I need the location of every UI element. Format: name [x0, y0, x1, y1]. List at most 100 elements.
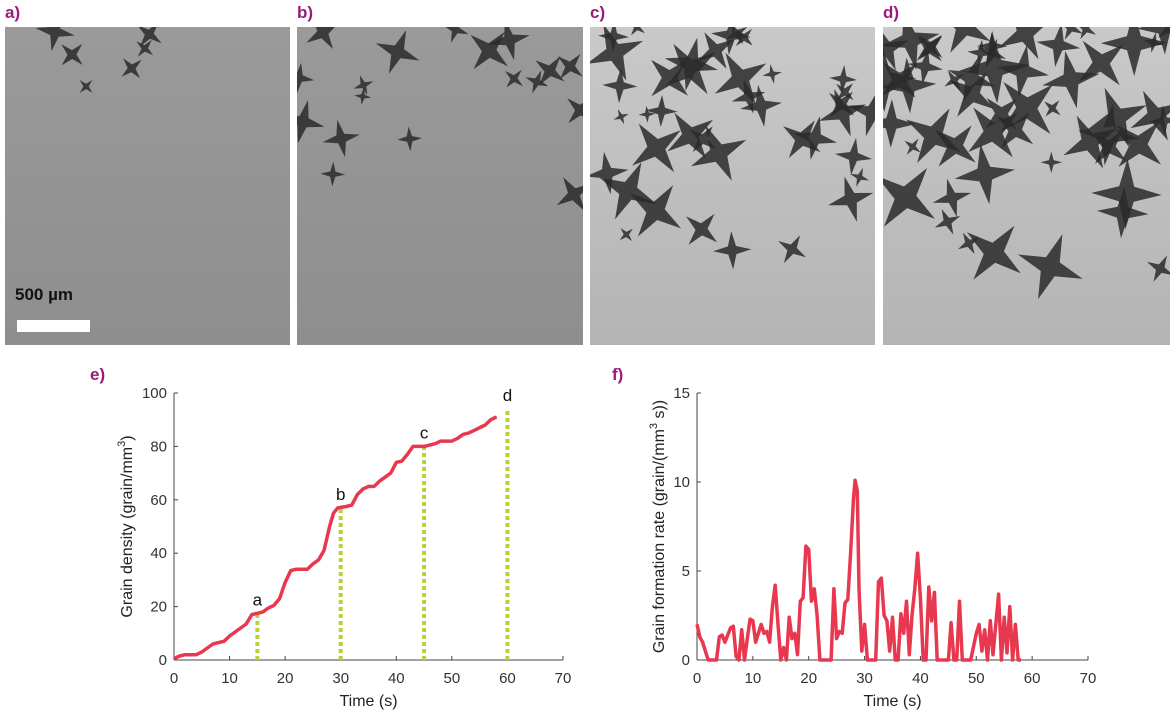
data-point	[877, 580, 880, 583]
dendrite-crystal	[599, 162, 657, 220]
data-point	[245, 623, 248, 625]
data-point	[824, 659, 827, 661]
dendrite-crystal	[1040, 151, 1063, 174]
data-point	[726, 634, 729, 636]
data-point	[869, 659, 871, 661]
data-point	[891, 616, 894, 619]
dendrite-crystal	[1087, 87, 1147, 148]
dendrite-crystal	[1097, 186, 1149, 239]
panel-label-c: c)	[590, 3, 606, 22]
data-point	[874, 659, 877, 661]
data-point	[838, 630, 841, 633]
data-point	[854, 479, 856, 482]
dendrite-crystal	[793, 116, 837, 160]
time-marker-label: b	[336, 485, 345, 504]
data-point	[955, 659, 958, 661]
data-point	[462, 433, 464, 436]
x-axis-label: Time (s)	[863, 693, 921, 710]
data-point	[267, 607, 270, 609]
data-point	[897, 659, 899, 661]
dendrite-crystal	[602, 68, 638, 104]
dendrite-crystal	[958, 232, 980, 255]
data-point	[914, 588, 916, 590]
dendrite-crystal	[590, 27, 643, 81]
data-point	[989, 620, 992, 622]
data-point	[936, 659, 938, 661]
data-point	[1020, 659, 1022, 661]
dendrite-crystal	[630, 27, 645, 36]
data-point	[351, 504, 353, 506]
data-point	[763, 632, 765, 635]
data-point	[223, 640, 225, 643]
dendrite-crystal	[735, 28, 753, 46]
data-point	[793, 632, 796, 635]
scale-bar	[17, 320, 90, 332]
x-axis-label: Time (s)	[339, 693, 397, 710]
data-point	[401, 460, 403, 462]
data-point	[423, 445, 425, 448]
dendrite-crystal	[651, 59, 688, 97]
panel-label-e: e)	[90, 365, 106, 384]
data-point	[941, 659, 944, 661]
data-point	[886, 620, 888, 622]
data-point	[830, 659, 832, 661]
dendrite-crystal	[645, 95, 678, 127]
dendrite-crystal	[35, 27, 75, 52]
data-point	[986, 659, 989, 661]
y-axis-label-tail: s))	[651, 400, 668, 423]
background	[5, 27, 290, 345]
data-point	[478, 426, 481, 429]
dendrite-crystal	[397, 126, 422, 152]
micrograph-b	[297, 27, 583, 345]
dendrite-crystal	[848, 95, 875, 137]
data-point	[930, 620, 933, 622]
x-tick-label: 50	[444, 670, 461, 687]
data-point	[317, 559, 320, 561]
dendrite-crystal	[731, 79, 766, 114]
y-tick-label: 20	[150, 599, 167, 616]
dendrite-crystal	[1130, 90, 1170, 141]
data-point	[200, 651, 203, 653]
dendrite-crystal	[828, 176, 874, 222]
data-point	[389, 472, 392, 474]
data-point	[813, 588, 816, 590]
data-point	[328, 525, 331, 528]
x-tick-label: 0	[170, 670, 178, 687]
data-point	[757, 632, 760, 635]
data-point	[883, 614, 885, 617]
data-point	[947, 659, 950, 661]
dendrite-crystal	[959, 32, 1030, 104]
data-point	[698, 636, 701, 638]
data-point	[1003, 616, 1006, 619]
data-point	[378, 480, 381, 482]
y-tick-label: 0	[159, 652, 167, 669]
data-point	[295, 568, 298, 571]
dendrite-crystal	[725, 27, 748, 45]
dendrite-crystal	[445, 27, 469, 43]
data-point	[978, 623, 980, 626]
data-point	[911, 614, 913, 617]
data-point	[807, 548, 810, 551]
data-point	[284, 581, 286, 584]
data-point	[1011, 659, 1014, 661]
data-point	[696, 623, 698, 626]
y-axis-label: Grain formation rate (grain/(mm3 s))	[648, 400, 668, 653]
dendrite-crystal	[883, 168, 935, 227]
dendrite-crystal	[1064, 27, 1083, 40]
x-tick-label: 70	[1080, 670, 1097, 687]
data-point	[863, 623, 866, 626]
scale-bar-label: 500 µm	[15, 285, 73, 304]
dendrite-crystal	[353, 75, 374, 95]
data-point	[384, 476, 386, 478]
data-point	[777, 623, 779, 626]
data-point	[484, 424, 487, 426]
data-point	[743, 659, 746, 661]
data-point	[406, 453, 409, 456]
data-point	[184, 653, 186, 656]
panel-label-b: b)	[297, 3, 314, 22]
data-point	[841, 632, 844, 635]
data-point	[802, 596, 804, 599]
dendrite-crystal	[613, 109, 629, 125]
dendrite-crystal	[638, 105, 656, 123]
data-point	[289, 569, 292, 572]
